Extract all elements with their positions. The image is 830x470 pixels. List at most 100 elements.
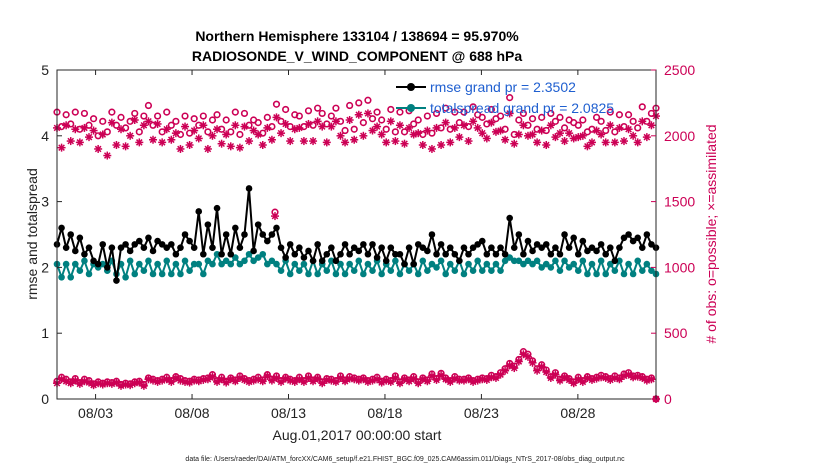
totalspread-point [478, 267, 486, 274]
obs_assimilated-marker [240, 122, 249, 131]
rmse-point [424, 247, 431, 255]
rmse-point [428, 231, 436, 238]
rmse-point [122, 241, 129, 248]
obs_assimilated-marker [322, 138, 331, 147]
obs_assimilated-marker [299, 137, 308, 146]
rmse-point [597, 241, 605, 248]
obs_possible-marker [167, 121, 175, 129]
totalspread-point [209, 260, 216, 268]
totalspread-point [163, 257, 171, 265]
rmse-point [552, 244, 559, 251]
totalspread-point [355, 257, 363, 265]
totalspread-point [451, 267, 459, 274]
obs_possible-marker [163, 108, 171, 116]
rmse-point [616, 244, 623, 251]
obs_assimilated-marker [519, 121, 528, 130]
obs_assimilated-marker [231, 121, 240, 130]
obs_possible-marker [222, 116, 230, 124]
rmse-point [346, 250, 353, 258]
totalspread-point [99, 260, 107, 268]
rmse-point [584, 247, 591, 255]
totalspread-point [606, 260, 614, 268]
obs_assimilated-marker [112, 141, 121, 150]
obs_assimilated-marker [281, 119, 290, 128]
obs_assimilated-marker [263, 123, 272, 132]
rmse-point [620, 234, 628, 242]
y-tick-label-right: 2500 [664, 62, 695, 78]
obs_possible-marker [341, 126, 349, 135]
rmse-point [318, 257, 326, 265]
legend: rmse grand pr = 2.3502 totalspread grand… [396, 79, 614, 116]
obs_assimilated-marker [587, 138, 596, 147]
legend-totalspread-label: totalspread grand pr = 2.0825 [430, 100, 614, 116]
totalspread-point [195, 260, 203, 268]
totalspread-point [506, 254, 513, 261]
rmse-point [309, 257, 317, 265]
rmse-point [414, 241, 422, 248]
obs_assimilated-marker [423, 126, 432, 135]
rmse-point [145, 234, 152, 242]
obs_low_assimilated-marker [391, 373, 400, 382]
rmse-point [154, 237, 161, 245]
obs_low_assimilated-marker [647, 375, 656, 384]
obs_low_assimilated-marker [57, 375, 66, 384]
obs_assimilated-marker [363, 109, 372, 118]
totalspread-point [62, 260, 70, 268]
totalspread-point [131, 270, 139, 278]
rmse-point [168, 241, 175, 248]
totalspread-point [291, 260, 299, 268]
rmse-point [177, 244, 184, 251]
obs_possible-marker [611, 128, 619, 136]
obs_assimilated-marker [75, 138, 84, 147]
x-tick-label: 08/23 [464, 405, 499, 421]
obs_assimilated-marker [405, 123, 414, 132]
obs_possible-marker [602, 126, 610, 135]
obs_low_assimilated-marker [546, 373, 555, 382]
y-axis-label-right: # of obs: o=possible; ×=assimilated [703, 124, 719, 343]
obs_assimilated-marker [629, 131, 638, 140]
obs_low_assimilated-marker [318, 379, 327, 388]
rmse-point [350, 244, 358, 251]
rmse-point [232, 224, 239, 232]
totalspread-point [85, 270, 93, 278]
obs_assimilated-marker [464, 137, 473, 146]
obs_assimilated-marker [505, 109, 514, 118]
obs_assimilated-marker [496, 126, 505, 135]
totalspread-point [350, 267, 358, 274]
x-tick-label: 08/28 [560, 405, 595, 421]
obs_low_assimilated-marker [304, 373, 313, 382]
totalspread-point [300, 260, 308, 268]
obs_possible-marker [391, 128, 399, 136]
rmse-point [291, 250, 299, 258]
obs_assimilated-marker [377, 130, 386, 139]
totalspread-point [488, 267, 495, 274]
totalspread-point [264, 260, 271, 268]
y-tick-label-left: 3 [41, 194, 49, 210]
obs_assimilated-marker [267, 135, 276, 144]
obs_low_assimilated-marker [523, 352, 532, 361]
rmse-point [273, 224, 280, 232]
rmse-point [524, 237, 532, 245]
obs_low_assimilated-marker [542, 368, 551, 377]
rmse-point [542, 241, 550, 248]
rmse-point [565, 244, 573, 251]
totalspread-point [629, 270, 637, 278]
rmse-point [250, 247, 257, 255]
obs_assimilated-marker [624, 125, 633, 134]
obs_low_assimilated-marker [258, 377, 267, 386]
obs_low_assimilated-marker [555, 376, 564, 385]
rmse-point [85, 244, 93, 251]
obs_possible-marker [629, 117, 637, 125]
obs_possible-marker [181, 112, 189, 120]
rmse-point [387, 244, 395, 251]
rmse-point [213, 204, 221, 212]
obs_assimilated-marker [185, 141, 194, 150]
rmse-point [570, 234, 577, 242]
totalspread-point [378, 270, 385, 278]
obs_assimilated-marker [258, 141, 267, 150]
obs_possible-marker [624, 111, 633, 119]
rmse-point [396, 250, 404, 258]
rmse-point [190, 244, 198, 251]
rmse-point [286, 241, 294, 248]
